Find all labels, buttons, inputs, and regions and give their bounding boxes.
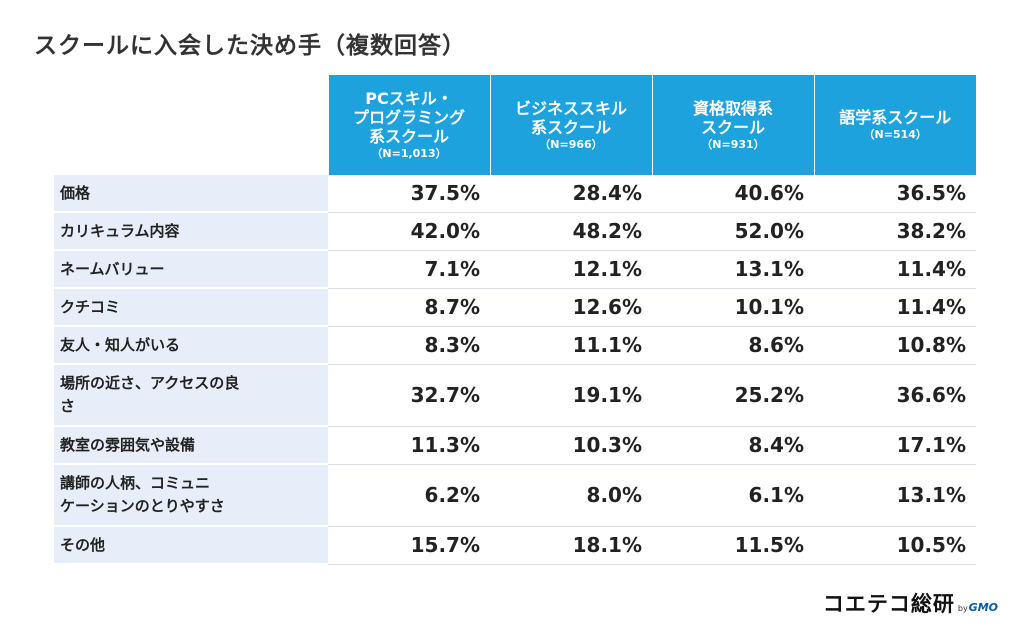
value-cell: 6.2% (328, 464, 490, 527)
value-cell: 8.7% (328, 288, 490, 327)
value-cell: 11.4% (814, 250, 976, 289)
value-cell: 7.1% (328, 250, 490, 289)
value-cell: 13.1% (652, 250, 814, 289)
value-cell: 37.5% (328, 175, 490, 213)
row-label: ネームバリュー (54, 250, 328, 289)
row-label: クチコミ (54, 288, 328, 327)
column-name: PCスキル・ プログラミング 系スクール (352, 89, 465, 146)
column-sample-size: （N=514） (863, 128, 927, 141)
row-label: 講師の人柄、コミュニ ケーションのとりやすさ (54, 464, 328, 527)
value-cell: 10.1% (652, 288, 814, 327)
value-cell: 52.0% (652, 212, 814, 251)
column-header-language: 語学系スクール （N=514） (813, 75, 976, 175)
value-cell: 42.0% (328, 212, 490, 251)
value-cell: 11.1% (490, 326, 652, 365)
column-name: ビジネススキル 系スクール (514, 98, 627, 137)
value-cell: 10.5% (814, 526, 976, 565)
column-sample-size: （N=1,013） (371, 147, 447, 160)
value-cell: 10.3% (490, 426, 652, 465)
brand-logo: コエテコ総研 by GMO (823, 588, 998, 618)
value-cell: 19.1% (490, 364, 652, 427)
value-cell: 12.6% (490, 288, 652, 327)
value-cell: 8.6% (652, 326, 814, 365)
column-name: 語学系スクール (839, 108, 952, 127)
header-row: PCスキル・ プログラミング 系スクール （N=1,013） ビジネススキル 系… (54, 75, 976, 175)
value-cell: 11.4% (814, 288, 976, 327)
corner-cell (54, 75, 328, 175)
column-sample-size: （N=966） (539, 137, 603, 151)
value-cell: 8.3% (328, 326, 490, 365)
table-row: 講師の人柄、コミュニ ケーションのとりやすさ 6.2% 8.0% 6.1% 13… (54, 464, 976, 527)
table-row: 場所の近さ、アクセスの良 さ 32.7% 19.1% 25.2% 36.6% (54, 364, 976, 427)
column-header-business: ビジネススキル 系スクール （N=966） (489, 75, 652, 175)
row-label: 価格 (54, 175, 328, 213)
value-cell: 36.6% (814, 364, 976, 427)
table-row: 友人・知人がいる 8.3% 11.1% 8.6% 10.8% (54, 326, 976, 365)
value-cell: 10.8% (814, 326, 976, 365)
value-cell: 38.2% (814, 212, 976, 251)
value-cell: 48.2% (490, 212, 652, 251)
value-cell: 12.1% (490, 250, 652, 289)
logo-by-text: by (957, 604, 968, 613)
table-row: ネームバリュー 7.1% 12.1% 13.1% 11.4% (54, 250, 976, 289)
column-header-certification: 資格取得系 スクール （N=931） (651, 75, 814, 175)
value-cell: 32.7% (328, 364, 490, 427)
column-header-pc-programming: PCスキル・ プログラミング 系スクール （N=1,013） (327, 75, 490, 175)
row-label: その他 (54, 526, 328, 565)
table-row: クチコミ 8.7% 12.6% 10.1% 11.4% (54, 288, 976, 327)
value-cell: 11.3% (328, 426, 490, 465)
value-cell: 28.4% (490, 175, 652, 213)
table-row: その他 15.7% 18.1% 11.5% 10.5% (54, 526, 976, 565)
logo-text: コエテコ総研 (822, 592, 955, 616)
table-row: 教室の雰囲気や設備 11.3% 10.3% 8.4% 17.1% (54, 426, 976, 465)
table-row: カリキュラム内容 42.0% 48.2% 52.0% 38.2% (54, 212, 976, 251)
row-label: 友人・知人がいる (54, 326, 328, 365)
value-cell: 11.5% (652, 526, 814, 565)
results-table: PCスキル・ プログラミング 系スクール （N=1,013） ビジネススキル 系… (54, 75, 976, 565)
value-cell: 8.0% (490, 464, 652, 527)
column-sample-size: （N=931） (701, 137, 765, 151)
value-cell: 13.1% (814, 464, 976, 527)
logo-gmo-text: GMO (968, 601, 998, 614)
value-cell: 15.7% (328, 526, 490, 565)
row-label: 教室の雰囲気や設備 (54, 426, 328, 465)
value-cell: 18.1% (490, 526, 652, 565)
value-cell: 6.1% (652, 464, 814, 527)
value-cell: 8.4% (652, 426, 814, 465)
value-cell: 17.1% (814, 426, 976, 465)
row-label: カリキュラム内容 (54, 212, 328, 251)
value-cell: 40.6% (652, 175, 814, 213)
value-cell: 36.5% (814, 175, 976, 213)
table-row: 価格 37.5% 28.4% 40.6% 36.5% (54, 175, 976, 213)
chart-title: スクールに入会した決め手（複数回答） (34, 33, 466, 59)
column-name: 資格取得系 スクール (692, 98, 773, 137)
value-cell: 25.2% (652, 364, 814, 427)
row-label: 場所の近さ、アクセスの良 さ (54, 364, 328, 427)
